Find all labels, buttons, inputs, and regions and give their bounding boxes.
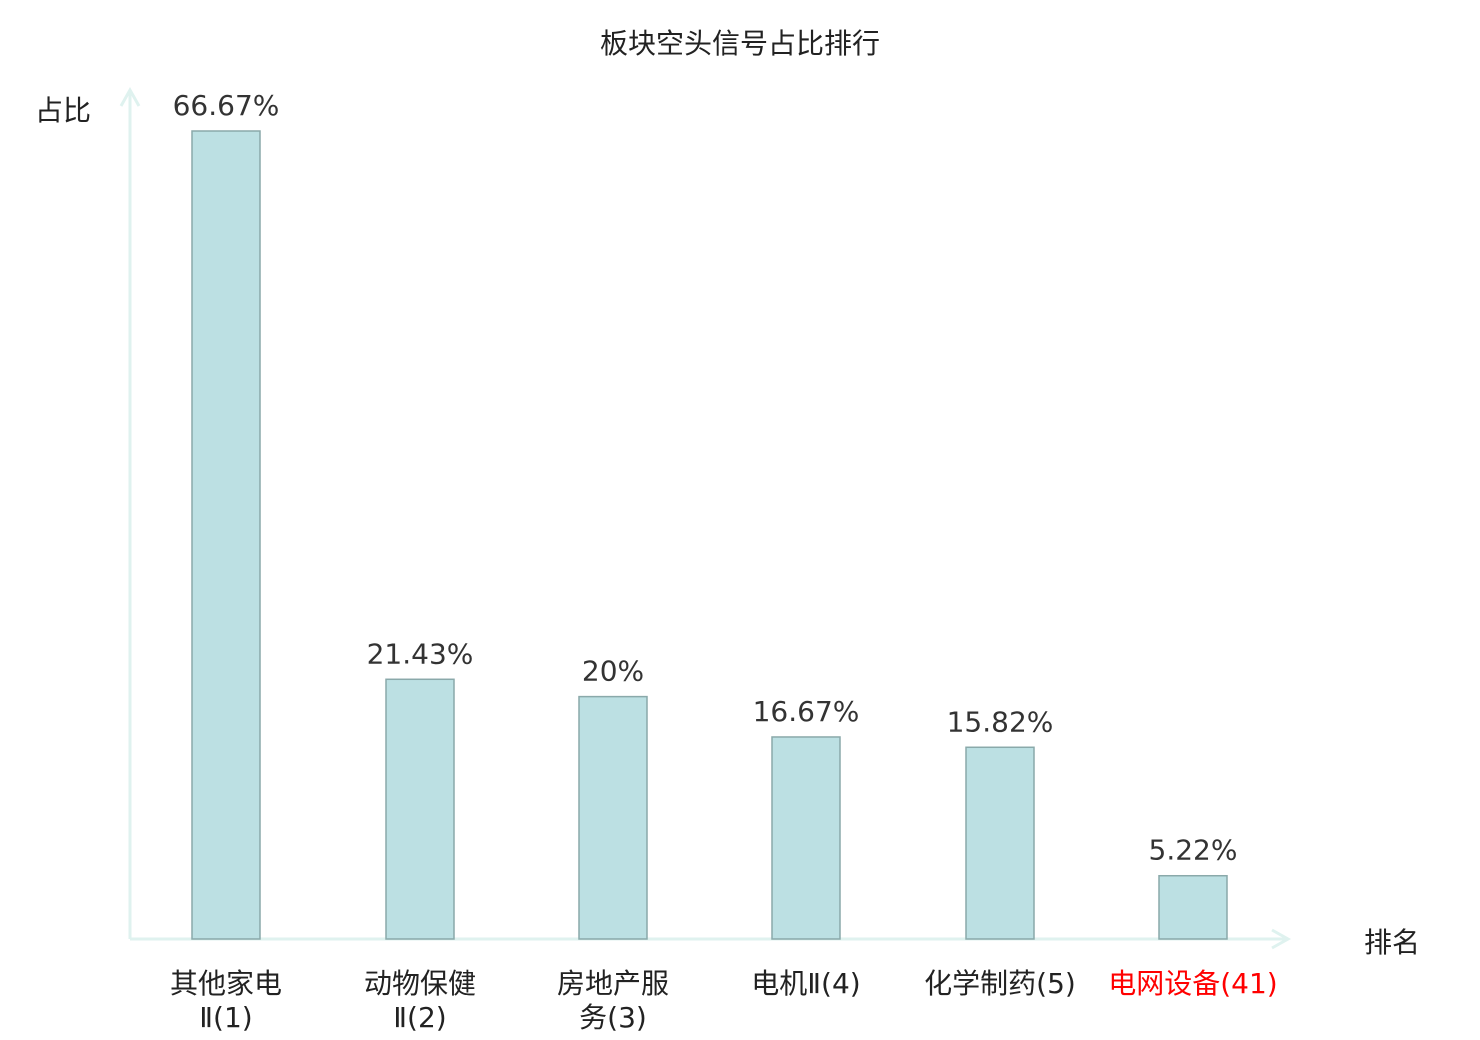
data-label: 21.43% <box>367 637 474 670</box>
data-label: 16.67% <box>753 695 860 728</box>
axes <box>119 86 1292 950</box>
data-label: 20% <box>582 655 644 688</box>
chart-title: 板块空头信号占比排行 <box>600 27 880 60</box>
x-tick-label: 电机Ⅱ(4) <box>751 967 860 1000</box>
x-tick-label: 其他家电 Ⅱ(1) <box>170 967 282 1034</box>
bar <box>578 695 648 940</box>
x-tick-label: 电网设备(41) <box>1108 967 1277 1000</box>
data-label: 5.22% <box>1149 834 1238 867</box>
y-axis-label: 占比 <box>35 94 91 127</box>
data-labels: 66.67% 21.43% 20% 16.67% 15.82% 5.22% <box>173 89 1238 867</box>
x-tick-labels: 其他家电 Ⅱ(1) 动物保健 Ⅱ(2) 房地产服务(3) 电机Ⅱ(4) 化学制药(5) 电网设… <box>170 967 1278 1034</box>
x-tick-label: 化学制药(5) <box>924 967 1076 1000</box>
x-tick-label: 房地产服务(3) <box>557 967 669 1034</box>
bar <box>191 130 261 940</box>
bar <box>771 736 841 940</box>
x-axis-label: 排名 <box>1364 926 1420 959</box>
data-label: 15.82% <box>947 705 1054 738</box>
bar <box>385 678 455 940</box>
data-label: 66.67% <box>173 89 280 122</box>
y-axis-arrow-icon <box>119 86 141 107</box>
bar <box>1158 874 1228 940</box>
bar <box>965 746 1035 940</box>
x-tick-label: 动物保健 Ⅱ(2) <box>364 967 476 1034</box>
x-axis-arrow-icon <box>1271 928 1292 950</box>
bars <box>191 130 1228 940</box>
